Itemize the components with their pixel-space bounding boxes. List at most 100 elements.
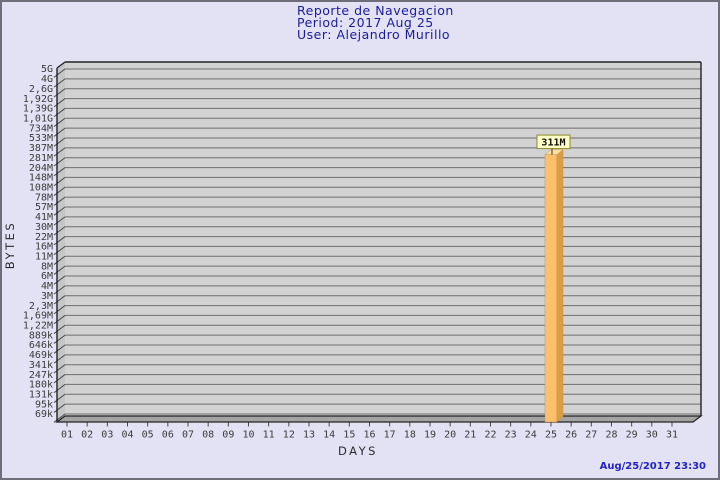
y-tick — [53, 354, 66, 364]
y-tick-label: 646k — [29, 340, 53, 351]
y-tick-label: 1,69M — [23, 311, 53, 322]
y-tick — [53, 137, 66, 147]
y-tick-label: 108M — [29, 182, 53, 193]
y-tick-label: 131k — [29, 389, 53, 400]
y-tick-label: 2,6G — [29, 84, 53, 95]
y-tick — [53, 157, 66, 167]
bar-series: 311M — [536, 134, 571, 423]
y-tick — [53, 275, 66, 285]
y-tick-label: 204M — [29, 163, 53, 174]
y-tick-label: 8M — [41, 261, 53, 272]
y-tick — [53, 88, 66, 98]
value-label: 311M — [541, 138, 565, 149]
x-tick-label: 14 — [323, 430, 335, 441]
y-tick-label: 1,39G — [23, 104, 53, 115]
y-tick-label: 4G — [41, 74, 53, 85]
y-axis-title: BYTES — [3, 221, 17, 269]
x-tick-label: 20 — [444, 430, 456, 441]
y-tick — [53, 206, 66, 216]
bar-side-face — [556, 149, 564, 423]
x-axis-ticks — [66, 422, 673, 427]
y-tick-label: 180k — [29, 380, 53, 391]
x-tick-label: 23 — [505, 430, 517, 441]
x-axis-title: DAYS — [338, 444, 378, 458]
y-tick-label: 78M — [35, 192, 53, 203]
y-tick-label: 22M — [35, 232, 53, 243]
y-tick — [53, 167, 66, 177]
x-tick-label: 04 — [121, 430, 133, 441]
y-tick-label: 5G — [41, 64, 53, 75]
y-tick-label: 11M — [35, 251, 53, 262]
x-tick-label: 18 — [404, 430, 416, 441]
x-tick-label: 07 — [182, 430, 194, 441]
x-tick-label: 24 — [525, 430, 537, 441]
y-tick — [53, 68, 66, 78]
y-tick-label: 57M — [35, 202, 53, 213]
x-tick-label: 28 — [605, 430, 617, 441]
y-tick-label: 387M — [29, 143, 53, 154]
wall-top-edge — [56, 61, 66, 69]
y-tick — [53, 364, 66, 374]
y-tick-label: 95k — [35, 399, 53, 410]
plot-area — [65, 62, 701, 416]
y-tick — [53, 384, 66, 394]
y-tick — [53, 344, 66, 354]
x-tick-label: 17 — [384, 430, 396, 441]
report-period: Period: 2017 Aug 25 — [297, 15, 434, 30]
x-tick-label: 13 — [303, 430, 315, 441]
y-tick — [53, 147, 66, 157]
y-tick-label: 30M — [35, 222, 53, 233]
y-tick-label: 148M — [29, 173, 53, 184]
x-tick-label: 25 — [545, 430, 557, 441]
y-tick — [53, 236, 66, 246]
y-tick — [53, 403, 66, 413]
x-tick-label: 29 — [626, 430, 638, 441]
y-tick-label: 533M — [29, 133, 53, 144]
generated-timestamp: Aug/25/2017 23:30 — [600, 461, 706, 472]
y-tick — [53, 108, 66, 118]
y-tick-label: 2,3M — [29, 301, 53, 312]
value-label-box — [536, 134, 571, 150]
y-tick — [53, 226, 66, 236]
x-tick-label: 10 — [242, 430, 254, 441]
x-tick-label: 01 — [61, 430, 73, 441]
y-tick-label: 281M — [29, 153, 53, 164]
y-tick-label: 4M — [41, 281, 53, 292]
y-tick — [53, 413, 66, 423]
y-tick — [53, 285, 66, 295]
report-user: User: Alejandro Murillo — [297, 27, 450, 42]
y-tick — [53, 98, 66, 108]
x-tick-label: 31 — [666, 430, 678, 441]
x-tick-label: 06 — [162, 430, 174, 441]
y-tick — [53, 78, 66, 88]
y-tick — [53, 374, 66, 384]
y-tick — [53, 305, 66, 315]
y-tick — [53, 177, 66, 187]
y-tick — [53, 393, 66, 403]
bar-front-face — [544, 154, 558, 423]
y-tick-label: 69k — [35, 409, 53, 420]
x-tick-label: 12 — [283, 430, 295, 441]
x-tick-label: 05 — [142, 430, 154, 441]
x-tick-label: 19 — [424, 430, 436, 441]
y-tick — [53, 246, 66, 256]
y-tick — [53, 295, 66, 305]
chart-floor — [55, 415, 703, 423]
x-tick-label: 09 — [222, 430, 234, 441]
y-tick — [53, 216, 66, 226]
y-tick-label: 341k — [29, 360, 53, 371]
y-tick — [53, 117, 66, 127]
y-tick-label: 469k — [29, 350, 53, 361]
y-tick-label: 6M — [41, 271, 53, 282]
y-tick — [53, 324, 66, 334]
y-tick — [53, 127, 66, 137]
bar-top-face — [544, 149, 564, 155]
y-tick — [53, 334, 66, 344]
x-tick-label: 21 — [464, 430, 476, 441]
x-tick-label: 11 — [263, 430, 275, 441]
y-axis-tick-labels: 5G4G2,6G1,92G1,39G1,01G734M533M387M281M2… — [23, 64, 53, 420]
y-tick-label: 889k — [29, 330, 53, 341]
y-tick — [53, 196, 66, 206]
